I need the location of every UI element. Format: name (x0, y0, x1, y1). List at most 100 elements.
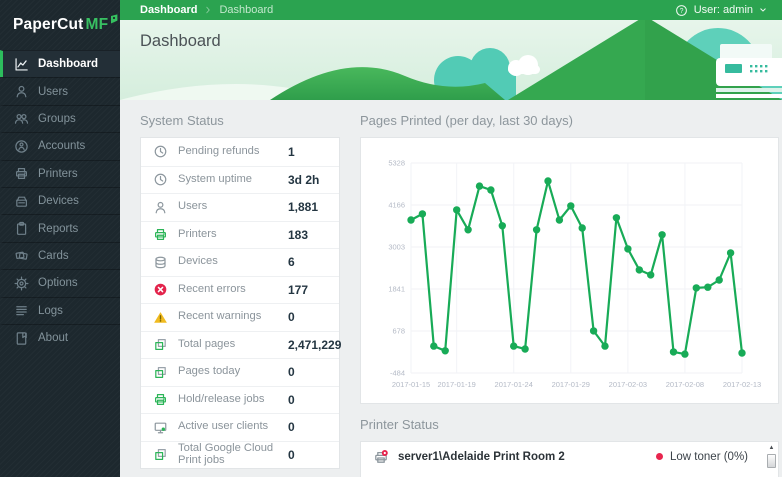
svg-text:2017-01-19: 2017-01-19 (437, 380, 475, 389)
printer-status-text: Low toner (0%) (670, 450, 748, 463)
sidebar-nav: Dashboard Users Groups Accounts Printers Devi… (0, 50, 120, 351)
sidebar-item-label: About (38, 332, 69, 345)
sidebar-item-dashboard[interactable]: Dashboard (0, 50, 120, 78)
reports-icon (14, 221, 29, 236)
svg-text:3003: 3003 (388, 243, 405, 252)
hero-banner: Dashboard (120, 20, 782, 100)
sidebar-item-groups[interactable]: Groups (0, 104, 120, 132)
status-row-pages-today: Pages today 0 (141, 358, 339, 386)
system-status-heading: System Status (140, 113, 224, 128)
logo-papercut-text: PaperCut (13, 16, 84, 33)
help-icon[interactable]: ? (675, 4, 688, 17)
user-icon (153, 200, 168, 215)
printer-list-scrollbar[interactable]: ▲ (766, 444, 777, 477)
status-label: Recent warnings (178, 310, 262, 323)
groups-icon (14, 111, 29, 126)
sidebar-item-label: Logs (38, 304, 63, 317)
status-row-pending-refunds: Pending refunds 1 (141, 138, 339, 166)
breadcrumb-chevron-icon (203, 4, 213, 16)
svg-text:?: ? (679, 7, 683, 14)
sidebar-item-about[interactable]: About (0, 323, 120, 351)
sidebar: PaperCut MF Dashboard Users Groups Accounts P… (0, 0, 120, 477)
dashboard-icon (14, 57, 29, 72)
status-value: 183 (288, 227, 309, 242)
sidebar-item-label: Devices (38, 195, 79, 208)
status-row-total-pages: Total pages 2,471,229 (141, 330, 341, 359)
printer-row-server1-adelaide-print-room-2[interactable]: server1\Adelaide Print Room 2 Low toner (… (361, 442, 778, 471)
sidebar-item-users[interactable]: Users (0, 77, 120, 104)
devices-stack-icon (153, 255, 168, 270)
system-status-card: Pending refunds 1 System uptime 3d 2h Users 1… (140, 137, 341, 469)
warning-icon (153, 310, 168, 325)
status-row-recent-warnings: Recent warnings 0 (141, 303, 339, 331)
status-row-total-google-cloud-print-jobs: Total Google Cloud Print jobs 0 (141, 440, 339, 469)
breadcrumb-item-dashboard[interactable]: Dashboard (140, 4, 198, 16)
status-value: 0 (288, 447, 295, 462)
printer-name: server1\Adelaide Print Room 2 (398, 450, 565, 463)
sidebar-item-label: Printers (38, 167, 78, 180)
chevron-down-icon (758, 5, 768, 15)
status-row-system-uptime: System uptime 3d 2h (141, 165, 339, 194)
about-icon (14, 331, 29, 346)
status-row-users: Users 1,881 (141, 193, 339, 221)
status-label: Pending refunds (178, 144, 260, 157)
status-label: Total pages (178, 337, 236, 350)
pages-icon (153, 337, 168, 352)
sidebar-item-options[interactable]: Options (0, 269, 120, 296)
sidebar-item-reports[interactable]: Reports (0, 214, 120, 241)
printer-icon (153, 227, 168, 242)
sidebar-item-printers[interactable]: Printers (0, 159, 120, 187)
sidebar-item-label: Cards (38, 249, 69, 262)
client-monitor-icon (153, 420, 168, 435)
svg-text:678: 678 (392, 327, 405, 336)
sidebar-item-logs[interactable]: Logs (0, 296, 120, 324)
status-value: 0 (288, 392, 295, 407)
svg-text:1841: 1841 (388, 284, 405, 293)
topbar: Dashboard Dashboard ? User: admin (120, 0, 782, 20)
banner-illustration (120, 20, 782, 100)
main-area: Dashboard Dashboard ? User: admin (120, 0, 782, 477)
status-label: Users (178, 200, 208, 213)
status-value: 177 (288, 282, 309, 297)
status-label: Devices (178, 255, 218, 268)
status-label: Printers (178, 227, 217, 240)
cards-icon (14, 248, 29, 263)
svg-text:5328: 5328 (388, 159, 405, 168)
status-row-devices: Devices 6 (141, 248, 339, 276)
status-value: 0 (288, 420, 295, 435)
svg-text:2017-01-29: 2017-01-29 (552, 380, 590, 389)
status-label: Hold/release jobs (178, 392, 265, 405)
sidebar-item-devices[interactable]: Devices (0, 186, 120, 214)
status-label: Pages today (178, 365, 241, 378)
svg-text:2017-01-24: 2017-01-24 (495, 380, 533, 389)
scroll-up-arrow-icon[interactable]: ▲ (768, 445, 775, 451)
status-label: System uptime (178, 172, 252, 185)
sidebar-item-cards[interactable]: Cards (0, 241, 120, 269)
scrollbar-thumb[interactable] (767, 454, 776, 468)
svg-text:2017-02-13: 2017-02-13 (723, 380, 761, 389)
status-row-active-user-clients: Active user clients 0 (141, 413, 339, 441)
printer-status-card: server1\Adelaide Print Room 2 Low toner (… (360, 441, 779, 477)
svg-text:2017-02-03: 2017-02-03 (609, 380, 647, 389)
app-logo[interactable]: PaperCut MF (0, 0, 120, 50)
printer-icon (153, 392, 168, 407)
breadcrumb-item-dashboard-2[interactable]: Dashboard (219, 4, 274, 16)
logs-icon (14, 303, 29, 318)
sidebar-item-label: Users (38, 85, 69, 98)
status-label: Total Google Cloud Print jobs (178, 442, 274, 466)
svg-text:2017-01-15: 2017-01-15 (392, 380, 430, 389)
system-status-column: System Status Pending refunds 1 System upt… (140, 100, 341, 477)
status-value: 6 (288, 255, 295, 270)
error-icon (153, 282, 168, 297)
status-row-recent-errors: Recent errors 177 (141, 275, 339, 304)
user-menu[interactable]: User: admin (694, 4, 768, 16)
status-value: 3d 2h (288, 172, 320, 187)
status-label: Active user clients (178, 420, 269, 433)
pages-printed-chart: 5328 4166 3003 1841 678 -484 2017-01-15 2017-01… (388, 159, 761, 390)
status-value: 0 (288, 365, 295, 380)
printer-status-heading: Printer Status (360, 417, 439, 432)
topbar-right: ? User: admin (675, 4, 768, 17)
sidebar-item-accounts[interactable]: Accounts (0, 132, 120, 159)
user-icon (14, 84, 29, 99)
